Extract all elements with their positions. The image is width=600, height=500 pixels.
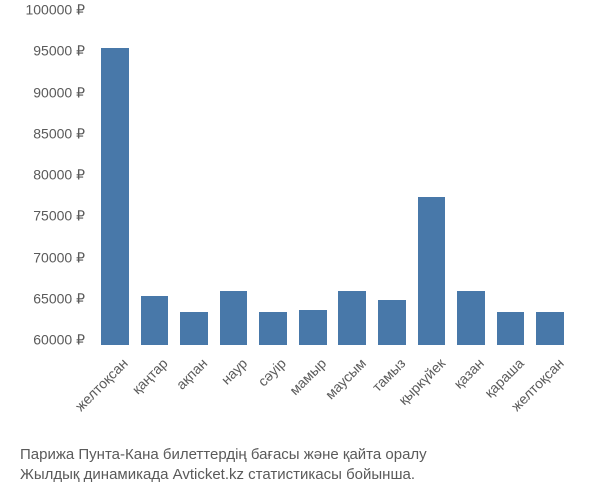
bar xyxy=(180,312,208,345)
bars-container xyxy=(95,15,570,345)
y-axis: 60000 ₽65000 ₽70000 ₽75000 ₽80000 ₽85000… xyxy=(0,10,95,345)
chart-caption: Парижа Пунта-Кана билеттердің бағасы жән… xyxy=(20,445,580,486)
y-tick-label: 85000 ₽ xyxy=(33,125,85,142)
x-axis-labels: желтоқсанқаңтарақпаннаурсәуірмамырмаусым… xyxy=(95,350,570,440)
y-tick-label: 65000 ₽ xyxy=(33,290,85,307)
x-tick-label: ақпан xyxy=(173,355,210,392)
y-tick-label: 95000 ₽ xyxy=(33,43,85,60)
chart-plot-area xyxy=(95,15,570,345)
bar xyxy=(259,312,287,345)
y-tick-label: 75000 ₽ xyxy=(33,208,85,225)
bar xyxy=(457,291,485,345)
bar xyxy=(378,300,406,345)
y-tick-label: 80000 ₽ xyxy=(33,167,85,184)
y-tick-label: 60000 ₽ xyxy=(33,332,85,349)
x-tick-label: маусым xyxy=(321,355,368,402)
x-tick-label: қаңтар xyxy=(129,355,171,397)
y-tick-label: 70000 ₽ xyxy=(33,249,85,266)
bar xyxy=(101,48,129,345)
bar xyxy=(141,296,169,346)
caption-line-2: Жылдық динамикада Avticket.kz статистика… xyxy=(20,465,580,485)
x-tick-label: наур xyxy=(217,355,250,388)
x-tick-label: сәуір xyxy=(255,355,289,389)
bar xyxy=(220,291,248,345)
bar xyxy=(418,197,446,346)
bar xyxy=(497,312,525,345)
bar xyxy=(338,291,366,345)
bar xyxy=(299,310,327,345)
x-tick-label: қазан xyxy=(451,355,488,392)
y-tick-label: 100000 ₽ xyxy=(25,2,85,19)
caption-line-1: Парижа Пунта-Кана билеттердің бағасы жән… xyxy=(20,445,580,465)
y-tick-label: 90000 ₽ xyxy=(33,84,85,101)
bar xyxy=(536,312,564,345)
x-tick-label: желтоқсан xyxy=(72,355,131,414)
